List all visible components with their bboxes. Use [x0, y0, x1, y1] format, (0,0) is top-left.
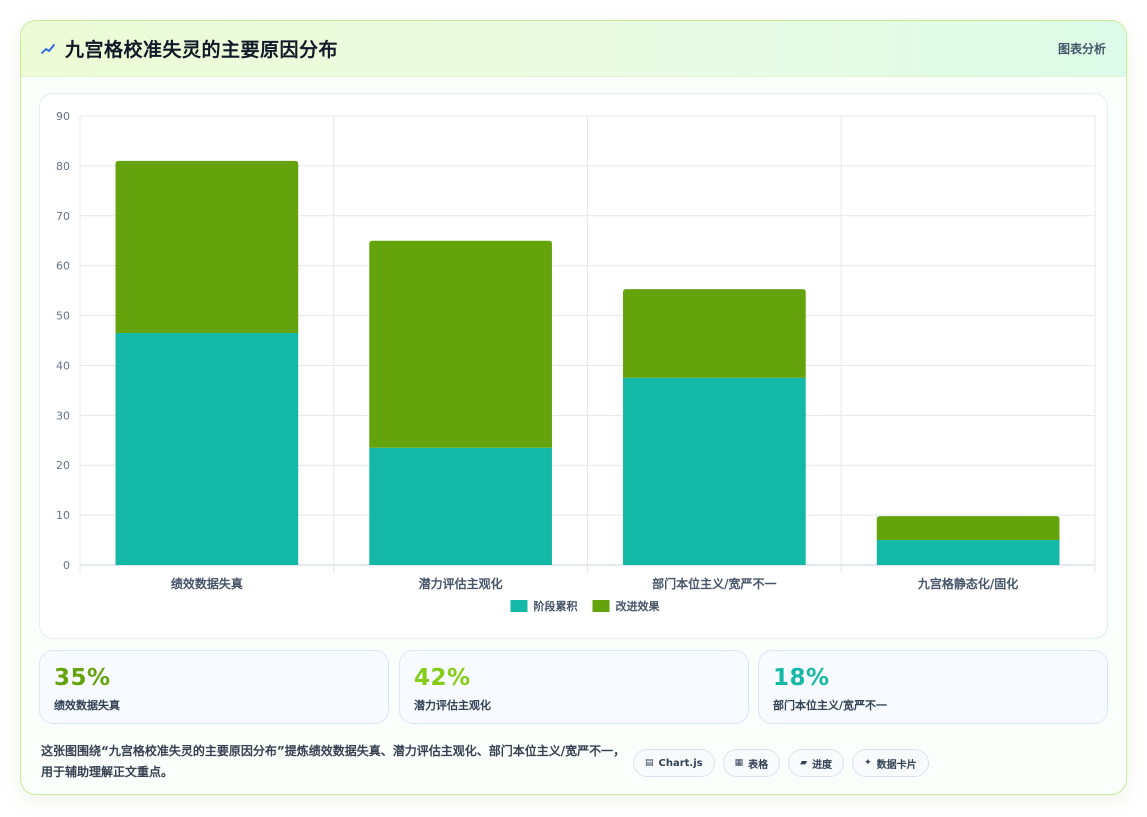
table-icon: ▦	[734, 758, 744, 768]
chart-analysis-link[interactable]: 图表分析	[1057, 42, 1106, 56]
stat-cards: 35% 绩效数据失真 42% 潜力评估主观化 18% 部门本位主义/宽严不一	[39, 650, 1108, 724]
legend-label: 改进效果	[616, 599, 660, 613]
y-tick-label: 0	[63, 559, 70, 572]
y-tick-label: 40	[56, 359, 70, 372]
x-tick-label: 绩效数据失真	[171, 576, 243, 591]
chip-chartjs[interactable]: ▤ Chart.js	[633, 749, 715, 777]
stat-value: 35%	[54, 665, 111, 691]
chart-card: 九宫格校准失灵的主要原因分布 图表分析 0 10 20 30 40 50 60 70 80 90 绩…	[20, 20, 1127, 795]
chip-group: ▤ Chart.js ▦ 表格 ▰ 进度 ✦ 数据卡片	[633, 749, 929, 777]
chip-table[interactable]: ▦ 表格	[722, 749, 781, 777]
chart-description: 这张图围绕“九宫格校准失灵的主要原因分布”提炼绩效数据失真、潜力评估主观化、部门…	[41, 744, 626, 779]
bar-segment	[623, 289, 806, 378]
bar-segment	[876, 540, 1060, 565]
y-tick-label: 60	[56, 260, 70, 273]
stat-card-potential: 42% 潜力评估主观化	[399, 650, 749, 724]
bar-segment	[115, 333, 299, 565]
stat-label: 潜力评估主观化	[414, 699, 491, 712]
legend-label: 阶段累积	[534, 599, 578, 613]
bar-segment	[369, 447, 552, 565]
legend-swatch	[510, 600, 528, 612]
stacked-bar-chart: 0 10 20 30 40 50 60 70 80 90 绩效数据失真 潜力评估主观化 部门本位主义/宽…	[56, 110, 1096, 613]
chip-progress[interactable]: ▰ 进度	[788, 749, 845, 777]
y-tick-label: 20	[56, 459, 70, 472]
card-icon: ✦	[864, 758, 872, 768]
y-tick-label: 30	[56, 409, 70, 422]
chart-title: 九宫格校准失灵的主要原因分布	[65, 39, 339, 61]
stat-label: 绩效数据失真	[54, 699, 120, 712]
bar-segment	[623, 377, 806, 565]
stat-card-department: 18% 部门本位主义/宽严不一	[758, 650, 1108, 724]
stat-value: 42%	[414, 665, 471, 691]
chip-label: 进度	[812, 759, 833, 771]
bar-segment	[876, 516, 1060, 541]
x-tick-label: 部门本位主义/宽严不一	[652, 576, 776, 591]
trend-line-icon	[41, 43, 55, 54]
stat-label: 部门本位主义/宽严不一	[773, 699, 888, 712]
stat-card-performance: 35% 绩效数据失真	[39, 650, 389, 724]
y-tick-label: 90	[56, 110, 70, 123]
chart-icon: ▤	[645, 758, 654, 768]
chart-panel: 0 10 20 30 40 50 60 70 80 90 绩效数据失真 潜力评估主观化 部门本位主义/宽…	[39, 93, 1108, 639]
y-tick-label: 80	[56, 160, 70, 173]
progress-icon: ▰	[800, 758, 808, 768]
chip-label: Chart.js	[658, 757, 703, 769]
chip-data-card[interactable]: ✦ 数据卡片	[852, 749, 929, 777]
legend-swatch	[592, 600, 610, 612]
x-tick-label: 九宫格静态化/固化	[917, 576, 1018, 591]
title-wrap: 九宫格校准失灵的主要原因分布	[41, 35, 338, 62]
y-tick-label: 70	[56, 210, 70, 223]
y-tick-label: 50	[56, 310, 70, 323]
chip-label: 表格	[748, 759, 769, 771]
stat-value: 18%	[773, 665, 830, 691]
bar-segment	[369, 240, 552, 448]
x-tick-label: 潜力评估主观化	[419, 576, 503, 591]
card-header: 九宫格校准失灵的主要原因分布 图表分析	[21, 21, 1126, 77]
y-tick-label: 10	[56, 509, 70, 522]
chip-label: 数据卡片	[876, 759, 917, 771]
bar-segment	[115, 160, 299, 334]
